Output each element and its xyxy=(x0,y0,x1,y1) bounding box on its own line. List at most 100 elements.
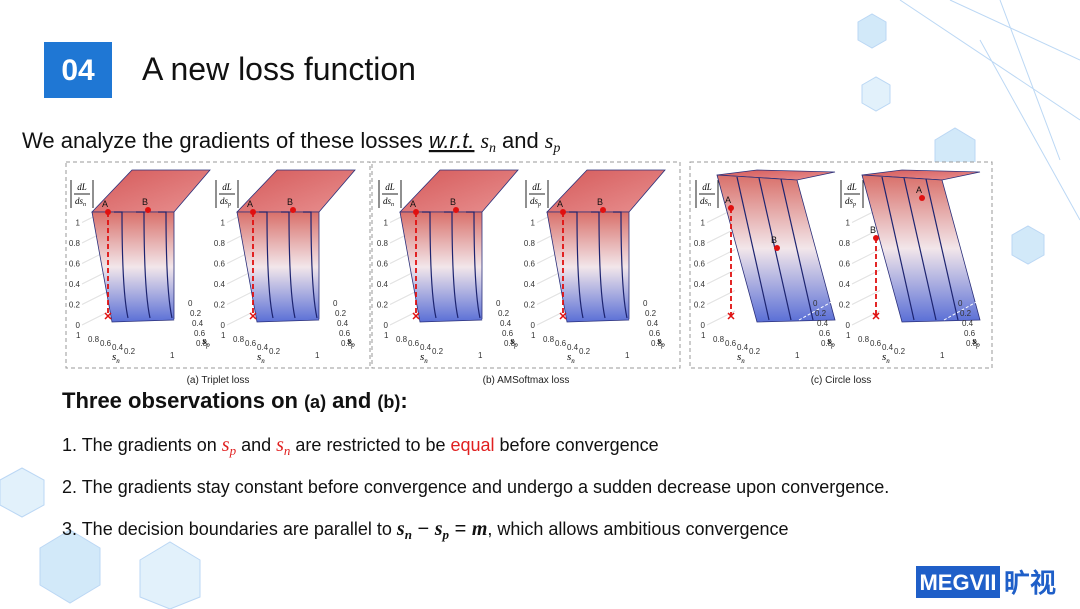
section-badge xyxy=(44,42,112,98)
y-tick-label: 1 xyxy=(846,219,851,228)
logo-chinese: 旷视 xyxy=(1004,568,1056,598)
obs-heading: Three observations on (a) and (b): xyxy=(62,388,408,413)
sn-tick-label: 0.6 xyxy=(725,339,737,348)
z-axis-label: sp xyxy=(510,335,518,349)
var: s xyxy=(434,518,443,540)
sp-tick-label: 0.6 xyxy=(502,329,514,338)
label-den: dsp xyxy=(220,196,231,208)
sn-tick-label: 0.6 xyxy=(870,339,882,348)
point-label: B xyxy=(450,197,456,207)
var: s xyxy=(396,518,405,540)
den-sub: p xyxy=(227,202,231,208)
y-tick-label: 0.6 xyxy=(69,260,81,269)
label-den: dsn xyxy=(383,196,394,208)
z-axis-label: sp xyxy=(657,335,665,349)
section-number: 04 xyxy=(61,54,95,87)
cross xyxy=(412,312,420,320)
sp-tick-label: 0.6 xyxy=(819,329,831,338)
point-label: B xyxy=(142,197,148,207)
label-num: dL xyxy=(385,182,395,192)
point xyxy=(919,195,925,201)
grid-line xyxy=(389,290,419,305)
point-label: B xyxy=(870,225,876,235)
den-sub: p xyxy=(537,202,541,208)
y-tick-label: 0.8 xyxy=(839,239,851,248)
cross xyxy=(249,312,257,320)
sp-tick-label: 0.2 xyxy=(190,309,202,318)
surface-curve xyxy=(422,211,437,319)
point-label: B xyxy=(597,197,603,207)
sn-tick-label: 1 xyxy=(221,331,226,340)
y-tick-label: 0.8 xyxy=(69,239,81,248)
floor-edge xyxy=(798,299,836,321)
sn-tick-label: 1 xyxy=(701,331,706,340)
floor-edge xyxy=(481,299,519,321)
sub: n xyxy=(886,357,890,365)
cross xyxy=(872,312,880,320)
sp-tick-label: 0.2 xyxy=(960,309,972,318)
grid-line xyxy=(226,290,256,305)
y-tick-label: 1 xyxy=(221,219,226,228)
sub: p xyxy=(660,341,665,349)
y-tick-label: 0.4 xyxy=(69,280,81,289)
intro: We analyze the gradients of these losses… xyxy=(22,128,560,156)
y-tick-label: 0 xyxy=(221,321,226,330)
y-tick-label: 0 xyxy=(384,321,389,330)
sn-tick-label: 1 xyxy=(76,331,81,340)
sp-tick-label: 0 xyxy=(496,299,501,308)
sp-tick-label: 0.4 xyxy=(500,319,512,328)
x-axis-label: sn xyxy=(567,351,575,365)
den-sub: n xyxy=(391,202,394,208)
y-tick-label: 0.2 xyxy=(524,301,536,310)
sp-tick-label: 0.8 xyxy=(651,339,663,348)
sub: p xyxy=(350,341,355,349)
x-axis-label: sn xyxy=(257,351,265,365)
sp-tick-label: 0.4 xyxy=(337,319,349,328)
y-tick-label: 0 xyxy=(531,321,536,330)
sn-tick-label: 0.8 xyxy=(858,335,870,344)
panel-caption: (a) Triplet loss xyxy=(187,375,250,386)
surface-curve xyxy=(925,178,959,321)
sn-tick-label: 1 xyxy=(531,331,536,340)
sn-tick-label: 0.6 xyxy=(245,339,257,348)
seg: , which allows ambitious convergence xyxy=(487,519,788,539)
sp-tick-label: 0.2 xyxy=(645,309,657,318)
sn-tick-label: 0.4 xyxy=(112,343,124,352)
sp-tick-label: 0.6 xyxy=(194,329,206,338)
var: s xyxy=(657,335,661,347)
label-num: dL xyxy=(702,182,712,192)
heading-and: and xyxy=(326,388,377,413)
surface-curve xyxy=(613,211,628,319)
var: s xyxy=(510,335,514,347)
sn-tick-label: 0.2 xyxy=(749,347,761,356)
sn-tick-label: 0.4 xyxy=(567,343,579,352)
label-num: dL xyxy=(77,182,87,192)
cross xyxy=(559,312,567,320)
var: s xyxy=(827,335,831,347)
point-label: A xyxy=(247,199,253,209)
heading-colon: : xyxy=(400,388,407,413)
sub: p xyxy=(205,341,210,349)
sn-tick-label: 0.8 xyxy=(396,335,408,344)
grid-line xyxy=(706,228,736,244)
label-num: dL xyxy=(532,182,542,192)
sub: n xyxy=(405,527,412,542)
y-tick-label: 0.6 xyxy=(377,260,389,269)
den-sub: n xyxy=(83,202,86,208)
sp-tick-label: 1 xyxy=(315,351,320,360)
y-tick-label: 0.4 xyxy=(839,280,851,289)
sp-tick-label: 0 xyxy=(813,299,818,308)
sn-tick-label: 1 xyxy=(384,331,389,340)
sn-tick-label: 0.8 xyxy=(233,335,245,344)
sub: n xyxy=(424,357,428,365)
y-tick-label: 0.4 xyxy=(377,280,389,289)
den: ds xyxy=(845,196,854,206)
sn-tick-label: 0.8 xyxy=(713,335,725,344)
grid-line xyxy=(851,228,881,244)
surface-curve xyxy=(303,211,318,319)
var: s xyxy=(257,351,261,363)
sp-tick-label: 0.4 xyxy=(647,319,659,328)
sub: p xyxy=(830,341,835,349)
